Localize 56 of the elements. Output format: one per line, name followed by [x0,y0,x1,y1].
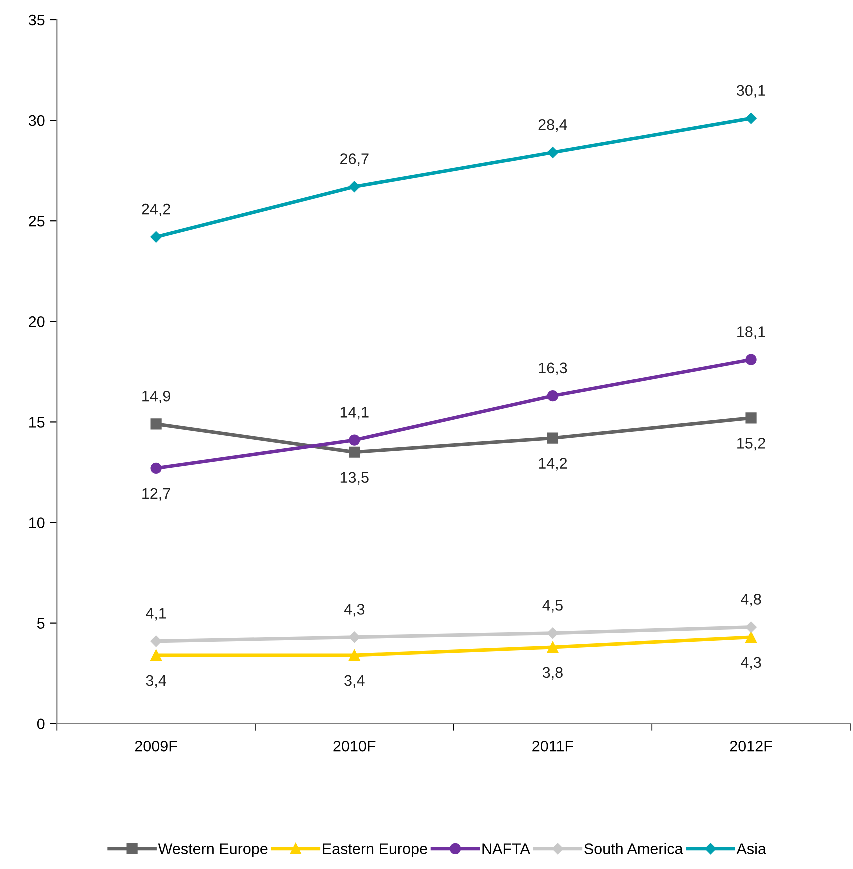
data-label: 15,2 [738,438,766,451]
legend-label: NAFTA [482,844,530,854]
point [150,650,162,662]
data-label: 4,5 [542,600,563,613]
point [150,232,162,243]
data-label: 18,1 [738,326,766,340]
data-label: 13,5 [340,472,369,485]
data-label: 14,1 [340,407,369,420]
data-label: 16,3 [539,362,568,376]
point [349,650,360,662]
x-tick-label: 2010F [334,740,376,752]
y-tick-label: 0 [37,718,45,730]
data-label: 3,4 [344,675,365,688]
y-tick-label: 25 [29,216,45,227]
point [746,354,757,366]
y-tick-label: 15 [30,417,45,428]
legend-label: Asia [736,843,766,854]
y-tick-label: 35 [28,14,45,26]
data-label: 3,8 [542,667,563,680]
data-label: 24,2 [142,204,170,217]
data-label: 14,9 [142,390,170,404]
x-tick-label: 2012F [730,740,772,752]
point [150,636,162,648]
point [349,181,360,193]
data-label: 3,4 [146,675,166,688]
data-label: 26,7 [340,154,369,166]
y-tick-label: 20 [29,316,45,328]
point [547,642,559,654]
legend-label: Western Europe [158,844,268,858]
data-label: 28,4 [538,119,568,132]
x-tick-label: 2011F [532,740,574,752]
point [746,632,757,643]
point [746,112,757,124]
point [547,432,559,444]
point [746,412,757,424]
point [349,632,360,644]
point [547,390,559,402]
point [746,622,757,633]
data-label: 4,8 [741,594,762,607]
data-label: 4,3 [344,604,365,617]
data-label: 14,2 [539,458,568,471]
point [349,446,360,458]
x-tick-label: 2009F [135,740,178,752]
y-tick-label: 10 [30,518,45,528]
data-label: 4,3 [741,657,762,670]
legend-label: South America [584,843,684,854]
point [150,418,162,430]
point [150,462,162,474]
point [349,434,360,446]
legend-label: Eastern Europe [323,844,428,858]
data-label: 30,1 [736,85,766,98]
y-tick-label: 5 [37,618,45,630]
point [547,147,559,158]
data-label: 4,1 [146,608,166,621]
y-tick-label: 30 [28,115,45,126]
data-label: 12,7 [142,488,170,501]
